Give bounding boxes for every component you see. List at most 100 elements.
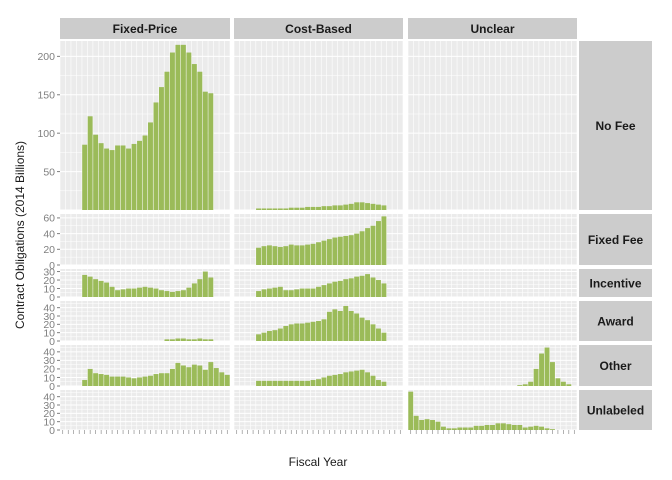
bar bbox=[343, 372, 349, 386]
bar bbox=[305, 380, 311, 386]
bar bbox=[343, 306, 349, 341]
bar bbox=[370, 375, 376, 386]
bar bbox=[197, 279, 203, 297]
bar bbox=[142, 376, 148, 386]
y-tick-label: 10 bbox=[43, 372, 55, 384]
bar bbox=[169, 339, 175, 341]
bar bbox=[261, 380, 267, 386]
bar bbox=[294, 245, 300, 265]
bar bbox=[104, 148, 110, 210]
strip-background bbox=[579, 390, 652, 430]
bar bbox=[277, 380, 283, 386]
x-axis-fixed-price bbox=[62, 430, 228, 434]
bar bbox=[419, 420, 425, 430]
bar bbox=[348, 311, 354, 341]
row-strip-no-fee: No Fee bbox=[579, 41, 652, 210]
bar bbox=[484, 425, 490, 430]
y-tick-label: 50 bbox=[43, 166, 55, 178]
strip-background bbox=[579, 301, 652, 341]
bar bbox=[457, 427, 463, 430]
panel-award-cost-based bbox=[233, 301, 404, 342]
row-strip-label: Award bbox=[597, 315, 633, 329]
bar bbox=[376, 328, 381, 341]
panel-award-fixed-price bbox=[59, 301, 231, 342]
bar bbox=[202, 91, 208, 210]
panel-no-fee-fixed-price bbox=[59, 41, 231, 211]
y-tick-label: 40 bbox=[43, 391, 55, 403]
y-tick-label: 40 bbox=[43, 347, 55, 359]
bar bbox=[550, 429, 555, 430]
bar bbox=[131, 378, 137, 386]
bar bbox=[533, 368, 539, 386]
row-strip-label: No Fee bbox=[595, 119, 635, 133]
bar bbox=[310, 380, 316, 386]
bar bbox=[430, 420, 435, 430]
bar bbox=[359, 275, 365, 297]
bar bbox=[440, 426, 446, 430]
bar bbox=[326, 283, 332, 297]
bar bbox=[126, 148, 132, 210]
bar bbox=[87, 368, 93, 386]
bar bbox=[82, 144, 88, 210]
strip-background bbox=[579, 269, 652, 297]
bar bbox=[208, 93, 214, 210]
y-tick-label: 0 bbox=[49, 381, 55, 393]
y-tick-label: 0 bbox=[49, 292, 55, 304]
bar bbox=[93, 373, 99, 386]
bar bbox=[208, 339, 214, 341]
y-tick-label: 20 bbox=[43, 244, 55, 256]
row-strip-fixed-fee: Fixed Fee bbox=[579, 214, 652, 265]
bar bbox=[348, 371, 354, 386]
bar bbox=[316, 286, 321, 297]
strip-background bbox=[408, 18, 577, 39]
bar bbox=[376, 221, 381, 265]
bar bbox=[153, 288, 159, 297]
bar bbox=[348, 278, 354, 297]
bar bbox=[186, 339, 192, 341]
bar bbox=[522, 384, 528, 386]
bar bbox=[522, 427, 528, 430]
bar bbox=[283, 290, 289, 297]
row-strip-incentive: Incentive bbox=[579, 269, 652, 297]
bar bbox=[256, 334, 261, 341]
bar bbox=[566, 384, 572, 386]
y-tick-label: 0 bbox=[49, 425, 55, 437]
bar bbox=[321, 377, 327, 386]
bar bbox=[365, 203, 371, 210]
x-axis-title: Fiscal Year bbox=[289, 455, 348, 469]
bar bbox=[266, 208, 272, 210]
panel-background bbox=[60, 301, 230, 341]
bar bbox=[93, 279, 99, 297]
bar bbox=[164, 71, 170, 211]
bar bbox=[186, 287, 192, 297]
bar bbox=[87, 116, 93, 210]
bar bbox=[517, 425, 523, 430]
bar bbox=[294, 323, 300, 341]
bar bbox=[148, 122, 153, 210]
bar bbox=[354, 233, 360, 265]
bar bbox=[266, 380, 272, 386]
bar bbox=[451, 428, 457, 430]
y-tick-label: 60 bbox=[43, 213, 55, 225]
bar bbox=[158, 87, 164, 210]
bar bbox=[376, 280, 381, 297]
strip-background bbox=[60, 18, 230, 39]
bar bbox=[381, 381, 387, 386]
bar bbox=[142, 286, 148, 297]
bar bbox=[197, 365, 203, 386]
bar bbox=[82, 274, 88, 297]
y-tick-label: 0 bbox=[49, 336, 55, 348]
bar bbox=[539, 353, 545, 386]
bar bbox=[490, 425, 495, 430]
bar bbox=[202, 339, 208, 341]
x-axis-unclear bbox=[410, 430, 575, 434]
bar bbox=[305, 244, 311, 265]
bar bbox=[354, 276, 360, 297]
y-tick-label: 10 bbox=[43, 416, 55, 428]
bar bbox=[98, 143, 104, 210]
bar bbox=[266, 288, 272, 297]
bar bbox=[115, 145, 121, 210]
column-strip-cost-based: Cost-Based bbox=[234, 18, 403, 39]
bar bbox=[511, 425, 517, 430]
bar bbox=[381, 216, 387, 265]
